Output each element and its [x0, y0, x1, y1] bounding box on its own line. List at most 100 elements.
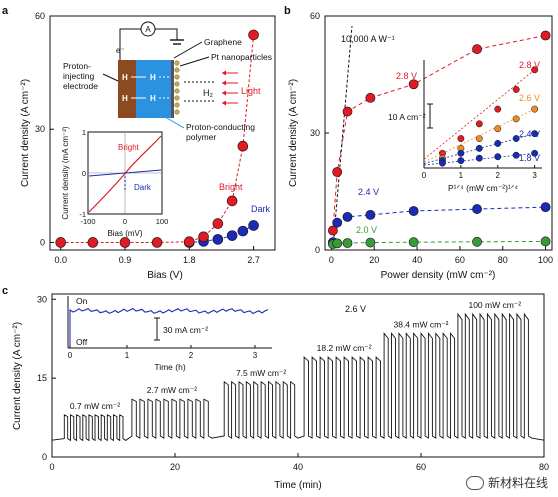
panel-a-ytick-label: 30 [35, 124, 45, 134]
panel-b-point [472, 44, 482, 55]
inset-b-point [457, 157, 465, 165]
panel-c-xtick-label: 80 [539, 462, 549, 472]
panel-a-inset: Bright Dark -100 0 100 -1 0 1 Bias (mV) Curre… [61, 126, 168, 238]
ammeter-label: A [145, 25, 151, 34]
panel-b-fit-curve [332, 240, 546, 245]
panel-b-point [472, 204, 482, 214]
panel-b-point [332, 238, 343, 249]
light-label: Light [241, 86, 261, 96]
panel-b-point [365, 209, 376, 220]
inset-b-xtick-label: 0 [422, 171, 427, 180]
panel-b-label-2.4: 2.4 V [358, 187, 379, 197]
panel-b-point [332, 217, 343, 228]
panel-b-xtick-label: 80 [498, 255, 508, 265]
panel-a-point-bright [151, 237, 163, 248]
inset-b-fit [423, 152, 535, 166]
panel-a-xlabel: Bias (V) [147, 270, 183, 281]
panel-label-b: b [284, 5, 291, 17]
panel-a-point-dark [248, 220, 259, 231]
device-schematic: A e⁻ H H H H Graphene Pt nanoparticles P… [63, 21, 272, 142]
inset-b-point [531, 66, 539, 74]
panel-a-point-dark [212, 234, 224, 245]
inset-c-trace [69, 307, 269, 346]
panel-c-ytick-label: 0 [42, 452, 47, 462]
panel-c-segment-labels: 0.7 mW cm⁻² 2.7 mW cm⁻² 7.5 mW cm⁻² 18.2 mW… [70, 300, 521, 411]
panel-c-annotation: 2.6 V [345, 304, 366, 314]
polymer-label-1: Proton-conducting [186, 122, 255, 132]
panel-a-point-dark [226, 230, 238, 241]
panel-b-ytick-label: 30 [310, 128, 320, 138]
pt-particle [174, 95, 180, 101]
pt-particle [174, 60, 180, 66]
panel-b-xtick-label: 40 [412, 255, 422, 265]
graphene-leader [173, 41, 203, 59]
pt-nanoparticles [174, 60, 180, 115]
polymer-label-2: polymer [186, 132, 216, 142]
panel-b-point [332, 167, 343, 177]
inset-b-fit [423, 108, 535, 163]
pt-particle [174, 109, 180, 115]
pt-leader [179, 56, 210, 67]
panel-a-ylabel: Current density (A cm⁻²) [20, 79, 31, 187]
light-arrowhead [222, 90, 226, 96]
panel-a-point-bright [183, 236, 195, 247]
inset-b-point [475, 120, 483, 128]
inset-a-dark-curve [88, 169, 162, 177]
inset-b-point [475, 154, 483, 162]
h-label-4: H [150, 94, 156, 103]
panel-label-a: a [2, 5, 9, 17]
panel-c-xtick-label: 40 [293, 462, 303, 472]
panel-a: 0.0 0.9 1.8 2.7 0 30 60 Bias (V) Current densi… [20, 11, 276, 281]
panel-a-point-dark [237, 225, 249, 237]
panel-a-xtick-label: 1.8 [183, 255, 196, 265]
panel-b-ytick-label: 0 [315, 245, 320, 255]
inset-b-point [475, 135, 483, 142]
panel-b-xtick-label: 0 [329, 255, 334, 265]
panel-a-point-bright [87, 237, 99, 248]
light-arrows [222, 70, 238, 106]
panel-b-point [540, 202, 551, 212]
inset-c-label-on: On [76, 296, 88, 306]
pt-particle [174, 67, 180, 73]
pt-particle [174, 74, 180, 80]
panel-b-label-2.8: 2.8 V [396, 71, 417, 81]
panel-a-xtick-label: 2.7 [247, 255, 260, 265]
inset-a-ytick-label: 0 [82, 169, 86, 178]
panel-b-point [540, 236, 551, 247]
panel-b-xtick-label: 20 [369, 255, 379, 265]
inset-b-point [512, 135, 520, 142]
electron-label: e⁻ [116, 46, 125, 55]
inset-b-fit [423, 133, 535, 164]
panel-b-point [472, 236, 482, 247]
panel-b-points [328, 30, 551, 250]
inset-b-xtick-label: 2 [496, 171, 501, 180]
panel-b-point [365, 237, 376, 248]
inset-a-ylabel: Current density (mA cm⁻²) [61, 126, 70, 219]
proton-injecting-label-2: injecting [63, 71, 94, 81]
inset-b-scale-label: 10 A cm⁻² [388, 112, 426, 122]
panel-a-point-bright [212, 218, 224, 229]
inset-c-ticks: 0 1 2 3 [68, 345, 258, 360]
panel-a-label-bright: Bright [219, 182, 243, 192]
panel-a-point-bright [198, 231, 209, 243]
inset-a-ticks: -100 0 100 -1 0 1 [79, 128, 168, 226]
inset-a-xtick-label: 100 [156, 217, 169, 226]
panel-a-point-bright [248, 29, 259, 41]
electrode-leader [102, 73, 119, 82]
panel-b-point [408, 79, 419, 90]
inset-b-label-2.8: 2.8 V [519, 60, 540, 70]
h-label-2: H [122, 94, 128, 103]
inset-b-label-1.8: 1.8 V [519, 153, 540, 163]
panel-c-xtick-label: 60 [416, 462, 426, 472]
panel-a-xtick-label: 0.0 [54, 255, 67, 265]
pt-particle [174, 102, 180, 108]
panel-b-ylabel: Current density (A cm⁻²) [288, 79, 299, 187]
proton-injecting-label-3: electrode [63, 81, 98, 91]
panel-b-frame [324, 15, 553, 251]
panel-c-xlabel: Time (min) [274, 480, 321, 491]
inset-b-xlabel: P¹ᐟ⁴ (mW cm⁻²)¹ᐟ⁴ [448, 183, 518, 193]
panel-a-points [55, 29, 259, 248]
panel-c-ylabel: Current density (A cm⁻²) [12, 322, 23, 430]
chat-bubble-icon [465, 475, 484, 490]
